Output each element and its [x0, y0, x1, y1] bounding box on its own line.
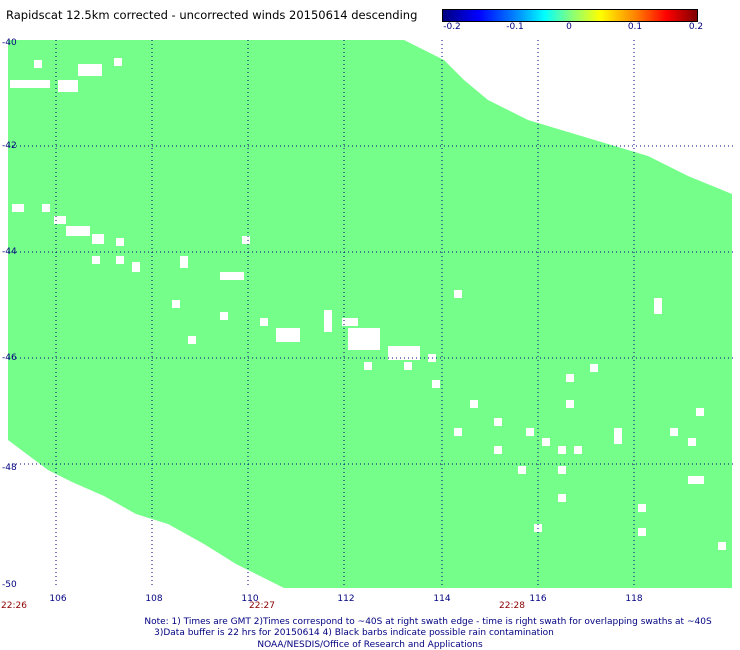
lat-label: -40 [2, 38, 17, 48]
time-label: 22:26 [1, 601, 27, 611]
lat-label: -50 [2, 580, 17, 590]
graticule [8, 40, 734, 588]
colorbar-label: -0.1 [506, 22, 524, 32]
lon-label: 110 [241, 594, 259, 604]
lon-label: 114 [433, 594, 451, 604]
lat-label: -44 [2, 247, 17, 257]
colorbar-label: -0.2 [443, 22, 461, 32]
footnote-line-2: 3)Data buffer is 22 hrs for 20150614 4) … [154, 628, 554, 638]
time-label: 22:28 [499, 601, 525, 611]
lon-label: 116 [529, 594, 547, 604]
lon-label: 106 [49, 594, 67, 604]
lat-label: -48 [2, 463, 17, 473]
chart-title: Rapidscat 12.5km corrected - uncorrected… [6, 8, 418, 22]
swath-region [8, 40, 732, 588]
time-label: 22:27 [249, 601, 275, 611]
colorbar-label: 0.1 [627, 22, 643, 32]
colorbar [442, 9, 698, 22]
lon-label: 112 [337, 594, 355, 604]
footnote-line-1: Note: 1) Times are GMT 2)Times correspon… [144, 617, 712, 627]
colorbar-label: 0 [566, 22, 572, 32]
lat-label: -46 [2, 353, 17, 363]
lon-label: 108 [145, 594, 163, 604]
swath-map [8, 40, 734, 588]
lon-label: 118 [625, 594, 643, 604]
lat-label: -42 [2, 141, 17, 151]
colorbar-label: 0.2 [688, 22, 704, 32]
credit-line: NOAA/NESDIS/Office of Research and Appli… [257, 640, 483, 650]
